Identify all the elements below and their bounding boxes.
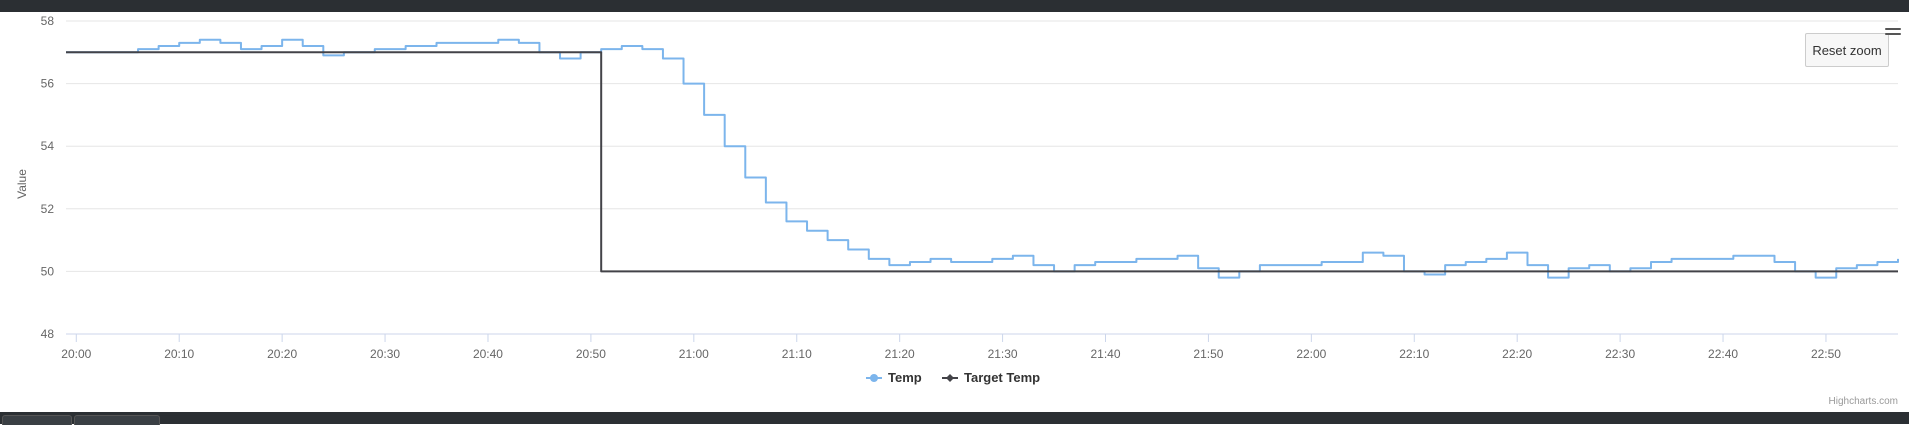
y-tick-label: 48 <box>41 327 55 341</box>
x-tick-label: 22:10 <box>1399 347 1429 361</box>
y-tick-label: 50 <box>41 264 55 278</box>
hamburger-menu-icon[interactable] <box>1885 28 1901 40</box>
legend: Temp Target Temp <box>866 370 1040 385</box>
x-tick-label: 20:20 <box>267 347 297 361</box>
x-tick-label: 20:30 <box>370 347 400 361</box>
legend-marker <box>870 374 878 382</box>
y-axis-title: Value <box>15 169 29 199</box>
bottom-bar <box>0 412 1909 425</box>
y-tick-label: 52 <box>41 202 55 216</box>
legend-item-temp[interactable]: Temp <box>866 370 922 385</box>
x-tick-label: 20:10 <box>164 347 194 361</box>
top-bar <box>0 0 1909 12</box>
bottom-tab[interactable] <box>2 415 72 425</box>
bottom-tab[interactable] <box>74 415 160 425</box>
x-tick-label: 20:50 <box>576 347 606 361</box>
series-lines <box>66 38 1899 279</box>
x-tick-label: 21:20 <box>885 347 915 361</box>
credits[interactable]: Highcharts.com <box>1829 396 1898 407</box>
x-tick-label: 22:40 <box>1708 347 1738 361</box>
x-tick-label: 22:30 <box>1605 347 1635 361</box>
y-tick-label: 54 <box>41 139 55 153</box>
x-tick-label: 21:00 <box>679 347 709 361</box>
legend-item-target-temp[interactable]: Target Temp <box>942 370 1040 385</box>
x-tick-label: 22:00 <box>1296 347 1326 361</box>
chart: 48 50 52 54 56 58 20:00 20:10 20:20 20:30 20:40 20:… <box>15 14 1899 407</box>
y-tick-label: 58 <box>41 14 55 28</box>
legend-label: Temp <box>888 370 922 385</box>
grid-lines <box>66 20 1898 272</box>
x-tick-label: 20:00 <box>61 347 91 361</box>
y-tick-label: 56 <box>41 77 55 91</box>
x-tick-label: 22:50 <box>1811 347 1841 361</box>
x-tick-label: 21:50 <box>1193 347 1223 361</box>
legend-label: Target Temp <box>964 370 1040 385</box>
legend-marker <box>946 374 954 382</box>
series-line-temp[interactable] <box>66 38 1899 279</box>
series-line-target-temp[interactable] <box>66 51 1898 273</box>
x-tick-label: 20:40 <box>473 347 503 361</box>
x-tick-label: 21:10 <box>782 347 812 361</box>
x-tick-label: 22:20 <box>1502 347 1532 361</box>
axes: 48 50 52 54 56 58 20:00 20:10 20:20 20:30 20:40 20:… <box>41 14 1898 361</box>
x-tick-label: 21:30 <box>988 347 1018 361</box>
chart-area: 48 50 52 54 56 58 20:00 20:10 20:20 20:30 20:40 20:… <box>0 12 1909 412</box>
reset-zoom-button[interactable]: Reset zoom <box>1805 33 1889 67</box>
x-tick-label: 21:40 <box>1090 347 1120 361</box>
